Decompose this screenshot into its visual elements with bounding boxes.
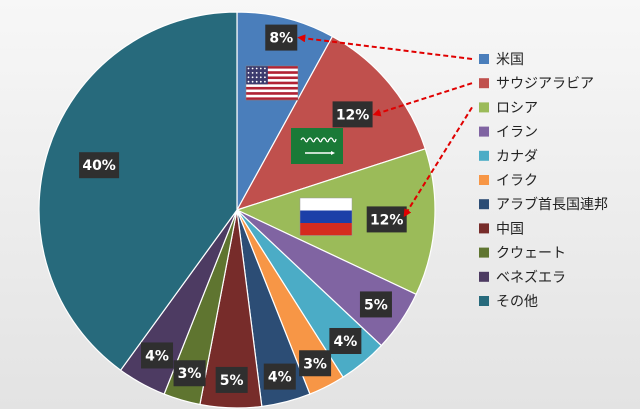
data-label-box-5 <box>299 350 332 377</box>
arrow-annotation-1 <box>372 82 473 117</box>
legend-swatch-6 <box>479 199 489 210</box>
legend-swatch-10 <box>479 296 489 306</box>
legend-item-10: その他 <box>479 294 538 310</box>
data-label-10: 40% <box>79 152 120 179</box>
legend-label-9: ベネズエラ <box>496 270 566 286</box>
legend-label-1: サウジアラビア <box>496 76 594 92</box>
legend-swatch-8 <box>479 247 489 258</box>
data-label-box-2 <box>366 206 407 233</box>
data-label-text-0: 8% <box>269 31 293 47</box>
data-label-text-3: 5% <box>364 297 388 313</box>
arrow-annotation-2 <box>403 106 473 218</box>
data-label-text-7: 5% <box>220 373 244 389</box>
data-label-text-9: 4% <box>145 348 169 364</box>
data-label-0: 8% <box>265 24 298 51</box>
data-label-2: 12% <box>366 206 407 233</box>
data-label-3: 5% <box>359 291 392 318</box>
legend-label-10: その他 <box>496 294 538 310</box>
legend-swatch-1 <box>479 78 489 89</box>
legend-label-6: アラブ首長国連邦 <box>496 196 608 213</box>
saudi-flag-icon <box>291 128 343 164</box>
legend-label-5: イラク <box>496 173 538 189</box>
data-label-5: 3% <box>299 350 332 377</box>
data-label-box-3 <box>359 291 392 318</box>
arrow-annotations <box>297 34 473 218</box>
arrow-annotation-0 <box>297 34 473 60</box>
data-label-box-1 <box>332 101 373 128</box>
legend-swatch-2 <box>479 102 489 113</box>
legend-item-3: イラン <box>479 125 538 141</box>
legend-item-4: カナダ <box>479 149 538 165</box>
legend-swatch-9 <box>479 271 489 282</box>
legend-swatch-3 <box>479 126 489 137</box>
legend: 米国サウジアラビアロシアイランカナダイラクアラブ首長国連邦中国クウェートベネズエ… <box>479 52 608 310</box>
data-label-8: 3% <box>173 360 206 387</box>
legend-item-8: クウェート <box>479 246 566 262</box>
legend-item-9: ベネズエラ <box>479 270 566 286</box>
legend-swatch-5 <box>479 175 489 185</box>
legend-item-6: アラブ首長国連邦 <box>479 196 608 213</box>
data-label-1: 12% <box>332 101 373 128</box>
data-label-box-6 <box>263 363 296 390</box>
data-label-text-1: 12% <box>336 107 370 123</box>
data-label-text-4: 4% <box>333 334 357 350</box>
data-label-box-4 <box>329 327 362 354</box>
data-label-9: 4% <box>141 342 174 369</box>
pie-slice-10 <box>38 11 238 372</box>
legend-label-2: ロシア <box>496 100 538 116</box>
legend-item-1: サウジアラビア <box>479 76 594 92</box>
data-label-6: 4% <box>263 363 296 390</box>
legend-item-7: 中国 <box>479 221 524 237</box>
legend-label-3: イラン <box>496 125 538 141</box>
data-label-text-2: 12% <box>370 212 404 228</box>
legend-label-7: 中国 <box>496 221 524 237</box>
data-label-text-8: 3% <box>178 366 202 382</box>
legend-label-8: クウェート <box>496 246 566 262</box>
data-label-box-7 <box>215 366 248 393</box>
legend-item-5: イラク <box>479 173 538 189</box>
legend-swatch-0 <box>479 54 489 64</box>
legend-item-2: ロシア <box>479 100 538 116</box>
data-label-box-10 <box>79 152 120 179</box>
data-label-text-10: 40% <box>82 158 116 174</box>
usa-flag-icon <box>245 65 299 101</box>
legend-item-0: 米国 <box>479 52 524 68</box>
data-label-text-6: 4% <box>268 370 292 386</box>
slice-labels: 8% 12% 12% 5% 4% 3% 4% 5% 3% 4% 40% <box>79 24 407 393</box>
data-label-4: 4% <box>329 327 362 354</box>
data-label-box-9 <box>141 342 174 369</box>
flag-annotations <box>245 65 353 236</box>
legend-swatch-4 <box>479 150 489 161</box>
pie-slice-0 <box>236 11 334 211</box>
legend-label-0: 米国 <box>496 52 524 68</box>
russia-flag-icon <box>299 197 353 236</box>
data-label-7: 5% <box>215 366 248 393</box>
data-label-text-5: 3% <box>303 356 327 372</box>
legend-label-4: カナダ <box>496 149 538 165</box>
data-label-box-0 <box>265 24 298 51</box>
pie-slice-1 <box>235 35 427 212</box>
legend-swatch-7 <box>479 223 489 234</box>
data-label-box-8 <box>173 360 206 387</box>
